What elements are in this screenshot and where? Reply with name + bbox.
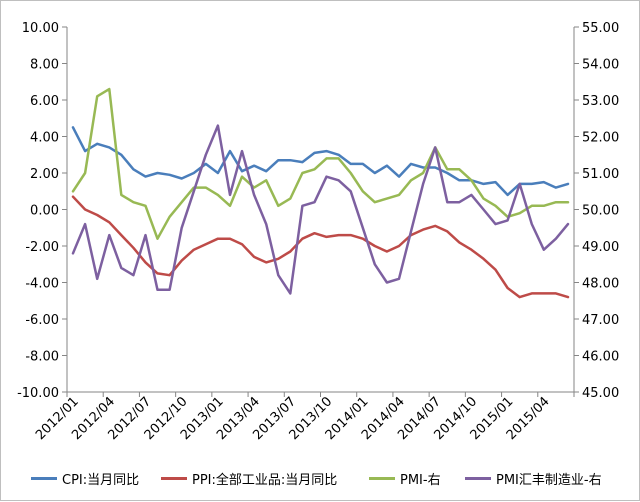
legend-item-cpi: CPI:当月同比: [31, 468, 139, 488]
left-y-tick-label: -4.00: [25, 277, 59, 292]
left-y-tick-label: -2.00: [25, 240, 59, 255]
left-y-tick-label: -10.00: [17, 386, 59, 401]
series-line-0: [71, 126, 570, 197]
left-y-tick-label: 4.00: [30, 131, 59, 146]
right-y-tick-label: 52.00: [582, 131, 619, 146]
legend-item-pmi: PMI-右: [369, 468, 441, 488]
left-y-tick-label: 0.00: [30, 204, 59, 219]
right-y-tick-label: 53.00: [582, 94, 619, 109]
series-line-1: [71, 195, 570, 299]
legend-item-hsbc-pmi: PMI汇丰制造业-右: [465, 468, 602, 488]
legend-swatch-ppi: [161, 476, 187, 480]
series-line-2: [71, 87, 570, 240]
right-y-tick-label: 55.00: [582, 21, 619, 36]
left-y-tick-label: 2.00: [30, 167, 59, 182]
legend-label-ppi: PPI:全部工业品:当月同比: [192, 472, 338, 488]
left-y-tick-label: 6.00: [30, 94, 59, 109]
right-y-tick-label: 46.00: [582, 350, 619, 365]
left-y-tick-label: 10.00: [22, 21, 59, 36]
legend-item-ppi: PPI:全部工业品:当月同比: [161, 468, 337, 488]
legend-label-cpi: CPI:当月同比: [62, 472, 140, 488]
right-y-tick-label: 51.00: [582, 167, 619, 182]
series-line-3: [71, 124, 570, 295]
left-y-tick-label: 8.00: [30, 58, 59, 73]
legend-swatch-cpi: [31, 476, 57, 480]
right-y-tick-label: 45.00: [582, 386, 619, 401]
right-y-tick-label: 54.00: [582, 58, 619, 73]
legend-swatch-pmi: [369, 476, 395, 480]
right-y-tick-label: 48.00: [582, 277, 619, 292]
legend-label-pmi: PMI-右: [400, 472, 441, 488]
right-y-tick-label: 50.00: [582, 204, 619, 219]
legend-label-hsbc-pmi: PMI汇丰制造业-右: [496, 472, 602, 488]
legend-swatch-hsbc-pmi: [465, 476, 491, 480]
right-y-tick-label: 49.00: [582, 240, 619, 255]
series-lines: [71, 87, 570, 299]
left-y-tick-label: -8.00: [25, 350, 59, 365]
left-y-tick-label: -6.00: [25, 313, 59, 328]
right-y-tick-label: 47.00: [582, 313, 619, 328]
tick-labels: 10.00 8.00 6.00 4.00 2.00 0.00 -2.00 -4.00 -6.00…: [17, 21, 619, 443]
axes: [62, 26, 579, 397]
